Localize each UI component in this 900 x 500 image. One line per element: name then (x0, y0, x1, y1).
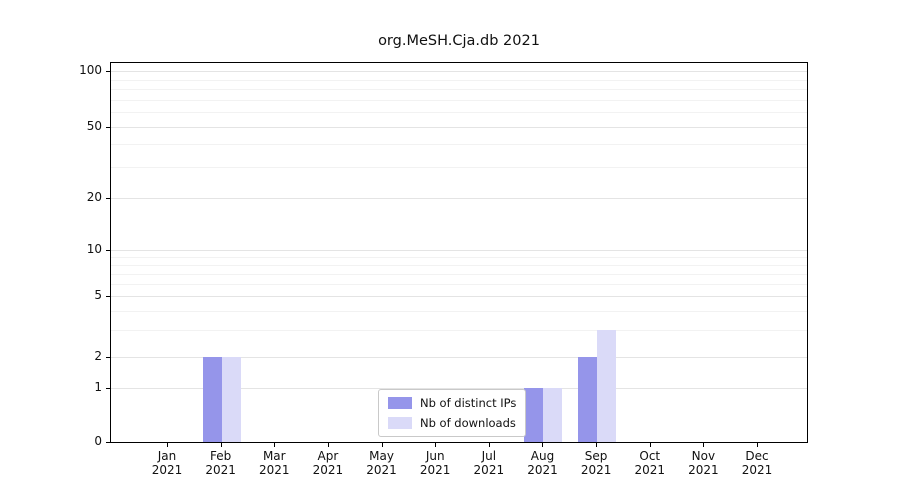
x-tick-label: Jul 2021 (459, 449, 519, 478)
y-tick-label: 1 (94, 380, 102, 394)
bar-downloads (597, 330, 617, 442)
x-tick-line: Dec (745, 449, 769, 463)
gridline-major (111, 296, 807, 297)
y-tick-label: 2 (94, 349, 102, 363)
x-tick-line: 2021 (527, 463, 558, 478)
gridline-major (111, 388, 807, 389)
y-tick-label: 100 (79, 63, 102, 77)
x-tick-line: Jun (425, 449, 445, 463)
y-tick-mark (106, 296, 110, 297)
y-tick-mark (106, 71, 110, 72)
gridline-minor (111, 256, 807, 258)
gridline-minor (111, 166, 807, 168)
x-tick-label: Jan 2021 (137, 449, 197, 478)
y-tick-mark (106, 127, 110, 128)
x-tick-mark (435, 443, 437, 447)
bar-distinct-ips (578, 357, 598, 442)
x-tick-mark (542, 443, 544, 447)
gridline-minor (111, 99, 807, 101)
x-tick-label: Mar 2021 (244, 449, 304, 478)
x-tick-mark (649, 443, 651, 447)
x-tick-line: Mar (262, 449, 286, 463)
legend-label: Nb of distinct IPs (420, 396, 517, 410)
gridline-minor (111, 89, 807, 91)
x-tick-mark (703, 443, 705, 447)
legend-swatch-downloads (388, 417, 412, 429)
y-tick-label: 0 (94, 434, 102, 448)
x-tick-line: Feb (210, 449, 232, 463)
x-tick-line: 2021 (312, 463, 344, 478)
bar-distinct-ips (202, 357, 222, 442)
x-tick-line: 2021 (688, 463, 719, 478)
chart-title: org.MeSH.Cja.db 2021 (378, 33, 540, 49)
x-tick-line: Nov (691, 449, 716, 463)
bar-distinct-ips (524, 388, 544, 442)
gridline-minor (111, 112, 807, 114)
x-tick-label: Apr 2021 (298, 449, 358, 478)
x-tick-mark (327, 443, 329, 447)
x-tick-line: Oct (639, 449, 661, 463)
bar-downloads (221, 357, 241, 442)
x-tick-mark (488, 443, 490, 447)
x-tick-line: 2021 (366, 463, 397, 478)
gridline-minor (111, 273, 807, 275)
gridline-major (111, 127, 807, 128)
plot-area: Nb of distinct IPs Nb of downloads (110, 62, 808, 443)
y-tick-mark (106, 357, 110, 358)
y-tick-mark (106, 198, 110, 199)
x-tick-line: Aug (530, 449, 555, 463)
y-tick-label: 50 (86, 119, 102, 133)
gridline-minor (111, 264, 807, 266)
x-tick-label: Dec 2021 (727, 449, 787, 478)
legend-label: Nb of downloads (420, 416, 516, 430)
y-tick-label: 10 (86, 242, 102, 256)
x-tick-label: Aug 2021 (512, 449, 572, 478)
gridline-major (111, 250, 807, 251)
gridline-major (111, 198, 807, 199)
x-tick-label: May 2021 (352, 449, 412, 478)
x-tick-line: 2021 (258, 463, 290, 478)
x-tick-line: 2021 (741, 463, 773, 478)
x-tick-mark (596, 443, 598, 447)
gridline-minor (111, 144, 807, 146)
x-tick-mark (274, 443, 276, 447)
x-tick-line: Apr (317, 449, 339, 463)
x-tick-line: 2021 (419, 463, 451, 478)
x-tick-line: 2021 (580, 463, 612, 478)
y-tick-mark (106, 388, 110, 389)
x-tick-mark (220, 443, 222, 447)
x-tick-label: Oct 2021 (620, 449, 680, 478)
x-tick-label: Jun 2021 (405, 449, 465, 478)
legend-entry: Nb of distinct IPs (388, 396, 516, 410)
x-tick-line: Jul (481, 449, 497, 463)
gridline-major (111, 71, 807, 72)
legend: Nb of distinct IPs Nb of downloads (378, 389, 527, 437)
gridline-minor (111, 283, 807, 285)
gridline-minor (111, 310, 807, 312)
x-tick-line: 2021 (205, 463, 236, 478)
x-tick-label: Sep 2021 (566, 449, 626, 478)
gridline-minor (111, 79, 807, 81)
bar-downloads (543, 388, 563, 442)
x-tick-mark (757, 443, 759, 447)
legend-entry: Nb of downloads (388, 416, 516, 430)
x-tick-line: Jan (157, 449, 177, 463)
x-tick-mark (381, 443, 383, 447)
gridline-minor (111, 330, 807, 331)
y-tick-label: 5 (94, 288, 102, 302)
x-tick-line: 2021 (473, 463, 505, 478)
y-tick-mark (106, 250, 110, 251)
y-tick-label: 20 (86, 190, 102, 204)
x-tick-line: 2021 (151, 463, 183, 478)
x-tick-line: 2021 (634, 463, 666, 478)
x-tick-line: May (369, 449, 394, 463)
gridline-major (111, 357, 807, 358)
x-tick-line: Sep (584, 449, 608, 463)
y-tick-mark (106, 442, 110, 443)
x-tick-label: Feb 2021 (191, 449, 251, 478)
x-tick-mark (167, 443, 168, 447)
legend-swatch-distinct-ips (388, 397, 412, 409)
x-tick-label: Nov 2021 (673, 449, 733, 478)
